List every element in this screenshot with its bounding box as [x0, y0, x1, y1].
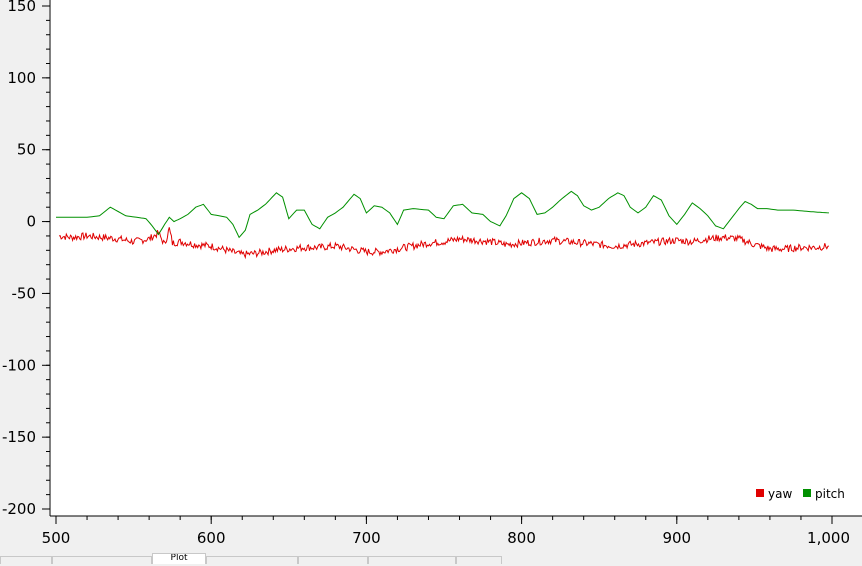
- tab-0[interactable]: [0, 556, 52, 564]
- y-tick-label: 0: [26, 213, 36, 231]
- x-tick-label: 1,000: [807, 529, 850, 547]
- x-tick-label: 800: [507, 529, 536, 547]
- tab-5[interactable]: [368, 556, 456, 564]
- y-tick-label: -200: [2, 500, 36, 518]
- y-tick-label: -150: [2, 428, 36, 446]
- x-tick-label: 600: [197, 529, 226, 547]
- series-line-pitch: [56, 190, 829, 239]
- tab-2[interactable]: Plot: [152, 553, 206, 564]
- x-tick-label: 700: [352, 529, 381, 547]
- x-tick-label: 900: [662, 529, 691, 547]
- legend-label-yaw: yaw: [768, 487, 792, 501]
- tab-1[interactable]: [52, 556, 152, 564]
- y-tick-label: 50: [17, 141, 36, 159]
- legend-swatch-pitch: [803, 489, 811, 497]
- y-tick-label: -50: [12, 284, 37, 302]
- tab-4[interactable]: [298, 556, 368, 564]
- y-tick-label: 100: [7, 69, 36, 87]
- y-tick-label: 150: [7, 0, 36, 15]
- tab-3[interactable]: [206, 556, 298, 564]
- legend-swatch-yaw: [756, 489, 764, 497]
- legend: yaw pitch: [756, 487, 845, 501]
- x-tick-label: 500: [42, 529, 71, 547]
- tab-6[interactable]: [456, 556, 502, 564]
- y-tick-label: -100: [2, 356, 36, 374]
- series-layer: [56, 190, 830, 260]
- legend-label-pitch: pitch: [815, 487, 845, 501]
- tab-strip: Plot: [0, 553, 862, 564]
- plot-background: [49, 0, 862, 516]
- series-line-yaw: [58, 227, 830, 260]
